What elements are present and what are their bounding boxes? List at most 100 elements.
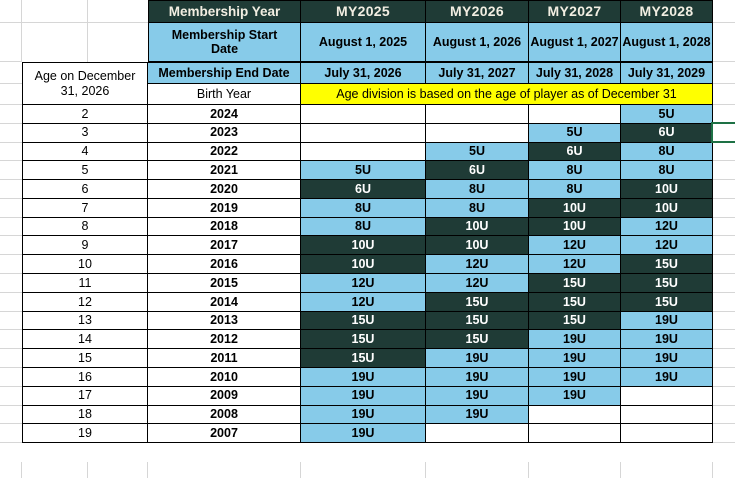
birth-year-cell[interactable]: 2023 <box>148 123 301 143</box>
age-cell[interactable]: 17 <box>22 386 148 406</box>
division-cell[interactable]: 19U <box>529 330 621 350</box>
division-cell[interactable]: 12U <box>426 255 529 275</box>
age-cell[interactable]: 11 <box>22 274 148 293</box>
end-date-my2027[interactable]: July 31, 2028 <box>529 62 621 84</box>
division-cell[interactable]: 5U <box>426 142 529 162</box>
start-date-my2027[interactable]: August 1, 2027 <box>529 23 621 62</box>
division-cell[interactable] <box>621 386 713 406</box>
age-cell[interactable]: 4 <box>22 142 148 162</box>
division-cell[interactable]: 15U <box>621 274 713 293</box>
birth-year-label[interactable]: Birth Year <box>148 84 301 105</box>
age-cell[interactable]: 5 <box>22 161 148 181</box>
division-cell[interactable]: 15U <box>301 349 426 368</box>
division-cell[interactable] <box>301 142 426 162</box>
division-cell[interactable] <box>529 405 621 425</box>
age-cell[interactable]: 10 <box>22 255 148 275</box>
division-cell[interactable]: 19U <box>426 367 529 387</box>
start-date-my2028[interactable]: August 1, 2028 <box>621 23 713 62</box>
division-cell[interactable] <box>301 105 426 124</box>
division-cell[interactable]: 19U <box>301 386 426 406</box>
division-cell[interactable]: 5U <box>301 161 426 181</box>
division-cell[interactable]: 19U <box>621 349 713 368</box>
age-cell[interactable]: 14 <box>22 330 148 350</box>
age-division-banner[interactable]: Age division is based on the age of play… <box>301 84 713 105</box>
division-cell[interactable]: 15U <box>621 255 713 275</box>
division-cell[interactable]: 6U <box>426 161 529 181</box>
birth-year-cell[interactable]: 2018 <box>148 217 301 237</box>
division-cell[interactable]: 10U <box>301 236 426 256</box>
age-cell[interactable]: 6 <box>22 180 148 199</box>
division-cell[interactable] <box>621 424 713 444</box>
division-cell[interactable]: 19U <box>301 367 426 387</box>
division-cell[interactable] <box>426 105 529 124</box>
birth-year-cell[interactable]: 2019 <box>148 198 301 218</box>
division-cell[interactable]: 10U <box>426 236 529 256</box>
age-cell[interactable]: 15 <box>22 349 148 368</box>
division-cell[interactable]: 15U <box>426 311 529 331</box>
birth-year-cell[interactable]: 2012 <box>148 330 301 350</box>
division-cell[interactable]: 15U <box>426 292 529 312</box>
division-cell[interactable]: 19U <box>529 349 621 368</box>
age-cell[interactable]: 2 <box>22 105 148 124</box>
division-cell[interactable]: 8U <box>301 217 426 237</box>
division-cell[interactable]: 8U <box>621 161 713 181</box>
division-cell[interactable]: 8U <box>529 180 621 199</box>
birth-year-cell[interactable]: 2008 <box>148 405 301 425</box>
division-cell[interactable]: 12U <box>529 255 621 275</box>
birth-year-cell[interactable]: 2024 <box>148 105 301 124</box>
division-cell[interactable]: 6U <box>621 123 713 143</box>
division-cell[interactable]: 12U <box>621 217 713 237</box>
division-cell[interactable]: 8U <box>426 180 529 199</box>
membership-year-header[interactable]: Membership Year <box>148 0 301 23</box>
division-cell[interactable]: 15U <box>301 330 426 350</box>
my2025-header[interactable]: MY2025 <box>301 0 426 23</box>
age-cell[interactable]: 13 <box>22 311 148 331</box>
birth-year-cell[interactable]: 2020 <box>148 180 301 199</box>
division-cell[interactable]: 5U <box>529 123 621 143</box>
birth-year-cell[interactable]: 2007 <box>148 424 301 444</box>
selected-cell[interactable] <box>711 122 735 143</box>
division-cell[interactable]: 12U <box>426 274 529 293</box>
division-cell[interactable]: 19U <box>426 349 529 368</box>
division-cell[interactable] <box>426 424 529 444</box>
division-cell[interactable]: 15U <box>529 292 621 312</box>
birth-year-cell[interactable]: 2022 <box>148 142 301 162</box>
birth-year-cell[interactable]: 2021 <box>148 161 301 181</box>
division-cell[interactable]: 19U <box>529 367 621 387</box>
division-cell[interactable]: 8U <box>301 198 426 218</box>
division-cell[interactable]: 5U <box>621 105 713 124</box>
division-cell[interactable] <box>426 123 529 143</box>
birth-year-cell[interactable]: 2015 <box>148 274 301 293</box>
division-cell[interactable]: 15U <box>426 330 529 350</box>
membership-end-date-label[interactable]: Membership End Date <box>148 62 301 84</box>
division-cell[interactable]: 10U <box>301 255 426 275</box>
birth-year-cell[interactable]: 2017 <box>148 236 301 256</box>
age-cell[interactable]: 16 <box>22 367 148 387</box>
my2026-header[interactable]: MY2026 <box>426 0 529 23</box>
age-cell[interactable]: 8 <box>22 217 148 237</box>
division-cell[interactable] <box>621 405 713 425</box>
birth-year-cell[interactable]: 2013 <box>148 311 301 331</box>
division-cell[interactable] <box>529 424 621 444</box>
division-cell[interactable]: 10U <box>426 217 529 237</box>
division-cell[interactable]: 19U <box>301 405 426 425</box>
division-cell[interactable]: 19U <box>426 405 529 425</box>
birth-year-cell[interactable]: 2014 <box>148 292 301 312</box>
division-cell[interactable]: 10U <box>621 198 713 218</box>
division-cell[interactable]: 19U <box>621 311 713 331</box>
age-cell[interactable]: 12 <box>22 292 148 312</box>
division-cell[interactable]: 8U <box>426 198 529 218</box>
division-cell[interactable]: 8U <box>529 161 621 181</box>
division-cell[interactable] <box>529 105 621 124</box>
division-cell[interactable]: 15U <box>529 274 621 293</box>
my2028-header[interactable]: MY2028 <box>621 0 713 23</box>
membership-start-date-label[interactable]: Membership Start Date <box>148 23 301 62</box>
age-cell[interactable]: 9 <box>22 236 148 256</box>
age-cell[interactable]: 19 <box>22 424 148 444</box>
division-cell[interactable]: 10U <box>529 198 621 218</box>
end-date-my2028[interactable]: July 31, 2029 <box>621 62 713 84</box>
birth-year-cell[interactable]: 2011 <box>148 349 301 368</box>
age-on-december-header[interactable]: Age on December 31, 2026 <box>22 62 148 105</box>
division-cell[interactable]: 12U <box>301 292 426 312</box>
division-cell[interactable]: 10U <box>621 180 713 199</box>
